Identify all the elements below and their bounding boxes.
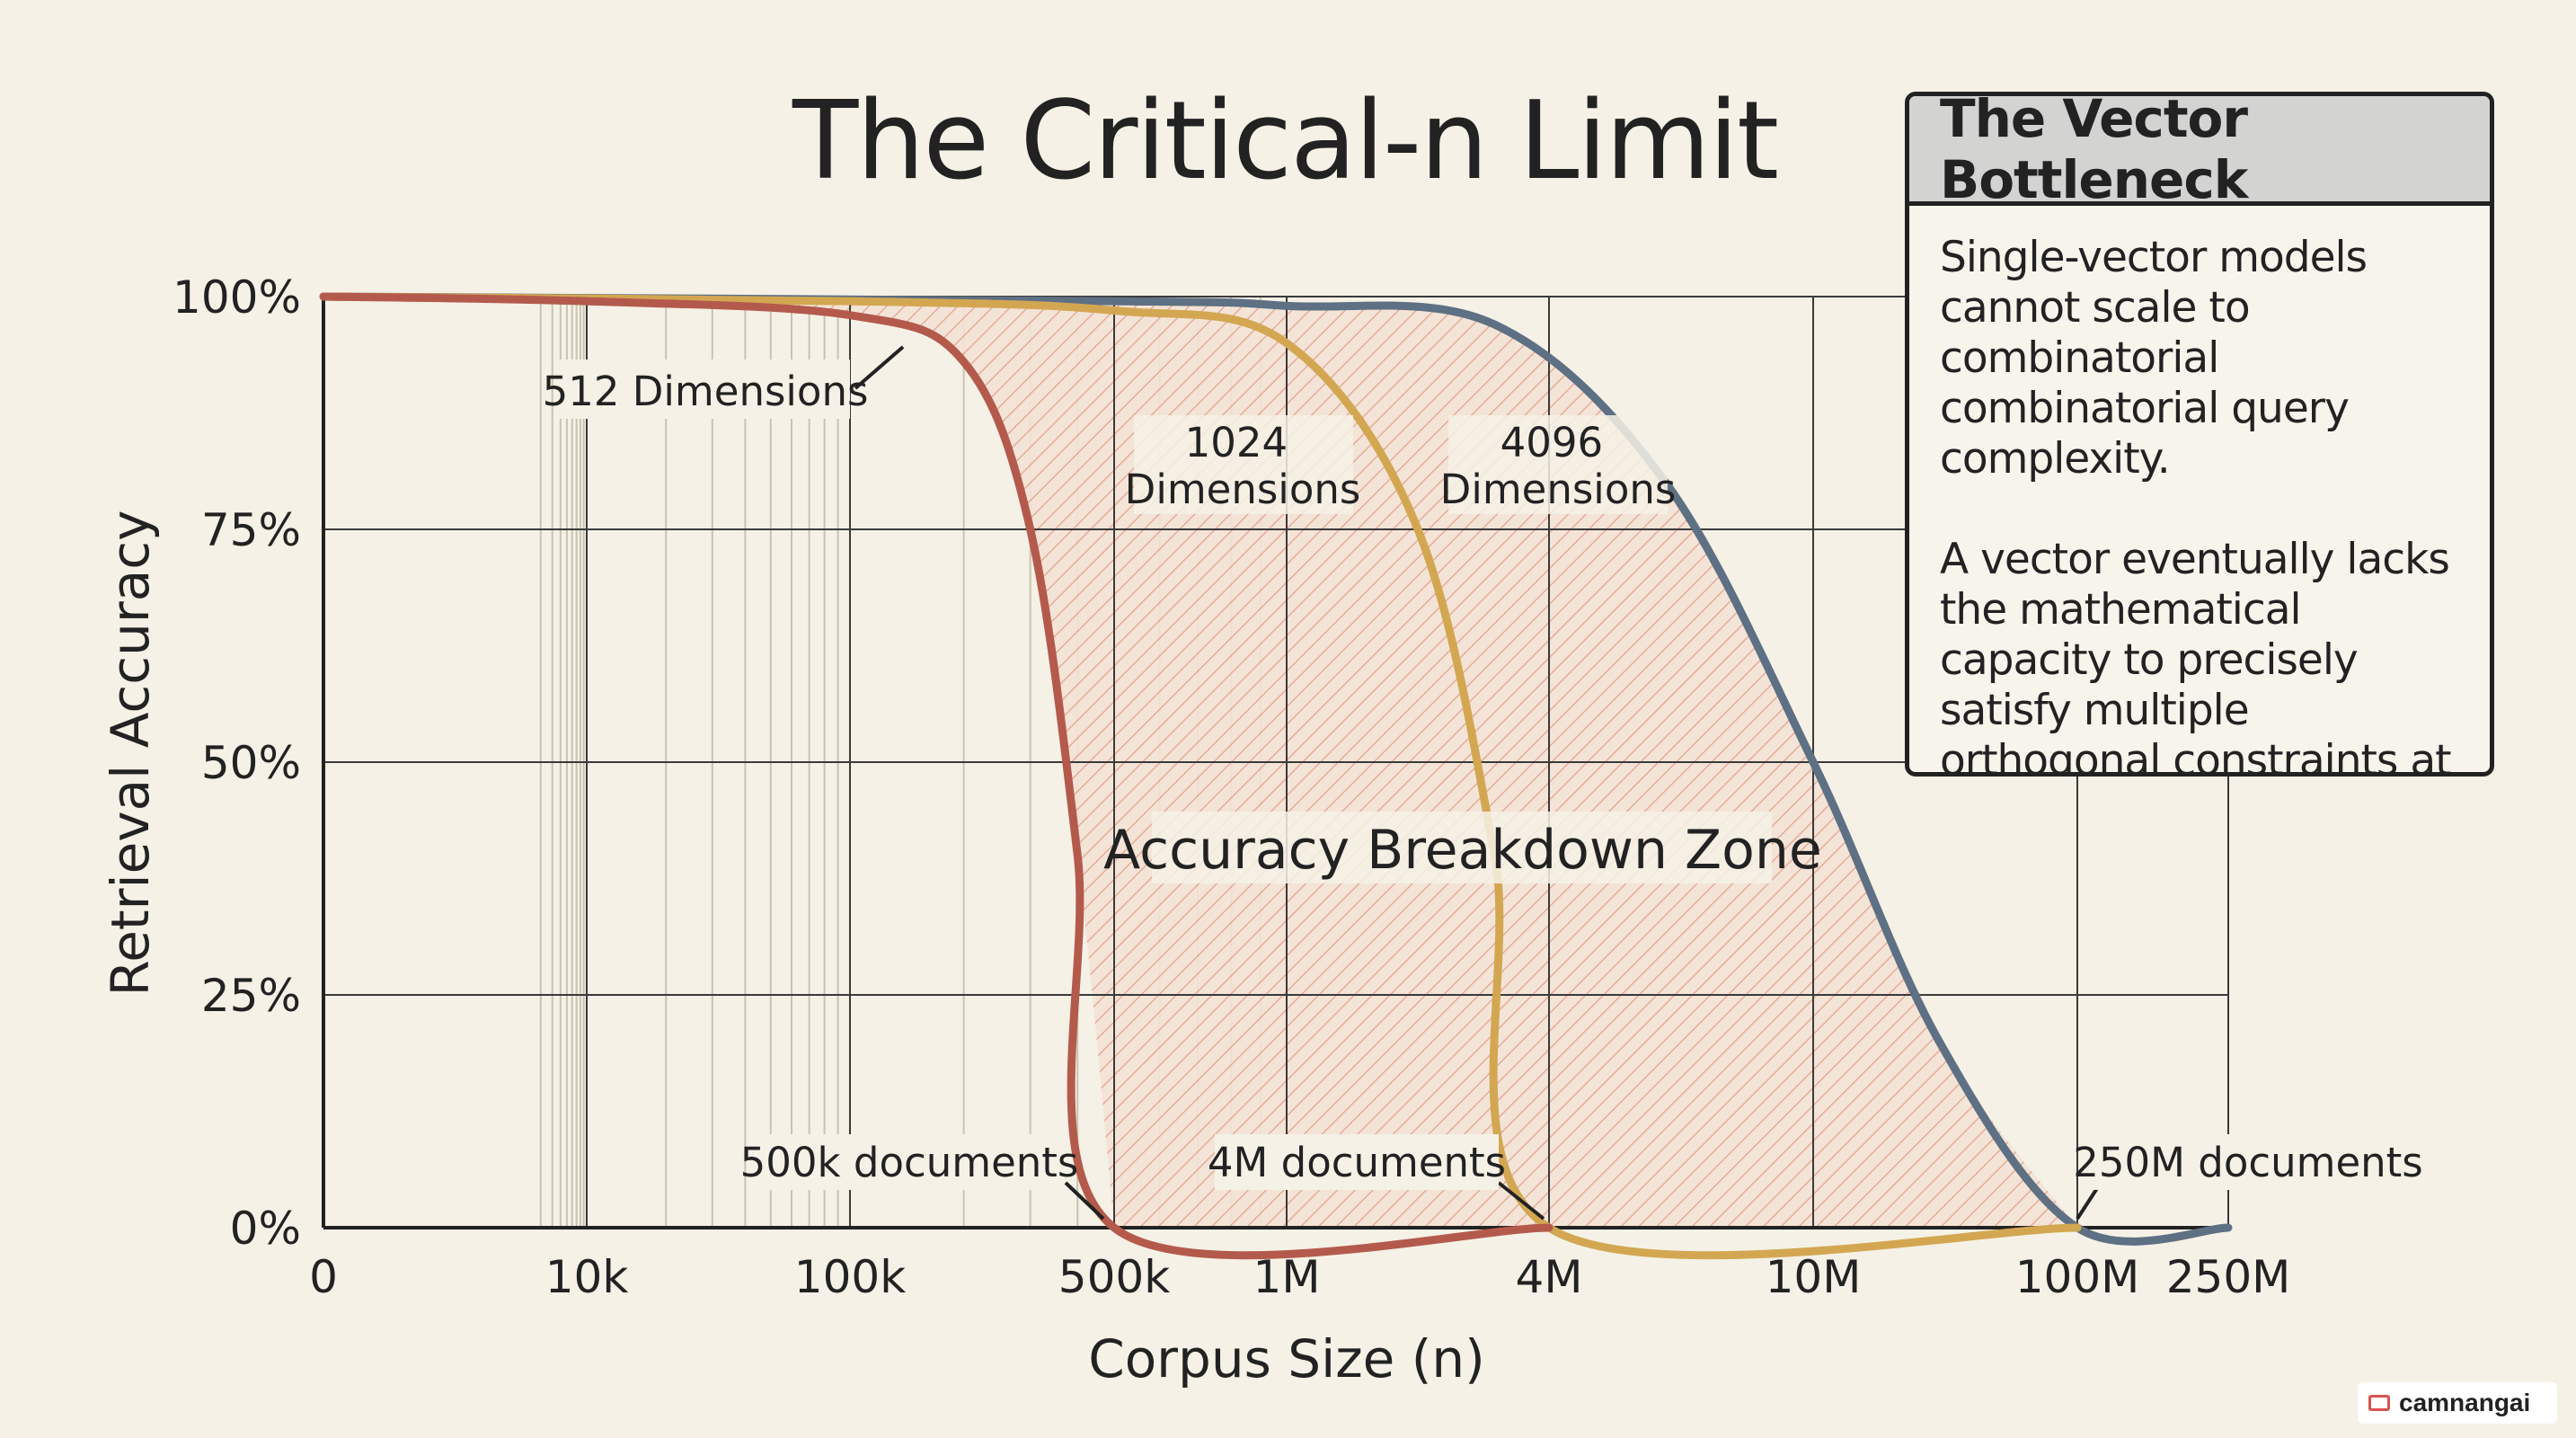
callout-body: Single-vector models cannot scale to com… <box>1909 206 2490 777</box>
x-tick-label: 10k <box>545 1251 629 1303</box>
x-tick-label: 4M <box>1516 1251 1583 1303</box>
label-bg-1024 <box>1134 415 1353 514</box>
x-tick-label: 1M <box>1253 1251 1321 1303</box>
leader-512 <box>854 345 905 390</box>
x-tick-label: 100M <box>2015 1251 2140 1303</box>
x-tick-labels: 0 10k 100k 500k 1M 4M 10M 100M 250M <box>309 1251 2290 1303</box>
label-4096-line2: Dimensions <box>1440 466 1677 513</box>
label-bg-4m <box>1215 1134 1499 1190</box>
watermark-text: camnangai <box>2399 1389 2531 1416</box>
label-1024-line2: Dimensions <box>1125 466 1361 513</box>
label-1024-dimensions: 1024 Dimensions <box>1125 419 1361 513</box>
y-tick-label: 75% <box>201 504 301 556</box>
callout-paragraph-2: A vector eventually lacks the mathematic… <box>1940 535 2452 777</box>
label-1024-line1: 1024 <box>1185 419 1288 466</box>
x-axis-label: Corpus Size (n) <box>1088 1328 1485 1389</box>
leader-4m <box>1497 1181 1545 1221</box>
label-512-dimensions: 512 Dimensions <box>543 368 869 415</box>
x-tick-label: 250M <box>2166 1251 2291 1303</box>
x-tick-label: 100k <box>794 1251 906 1303</box>
label-bg-250m <box>2083 1134 2412 1190</box>
label-bg-512 <box>555 360 850 419</box>
y-tick-label: 100% <box>173 271 301 324</box>
label-250m-documents: 250M documents <box>2073 1139 2423 1186</box>
x-tick-label: 0 <box>309 1251 338 1303</box>
callout-title: The Vector Bottleneck <box>1909 96 2490 210</box>
label-bg-500k <box>753 1134 1064 1190</box>
label-bg-4096 <box>1448 415 1668 514</box>
series-line-512 <box>319 292 1554 1260</box>
chart-title: The Critical-n Limit <box>792 79 1777 204</box>
y-tick-label: 50% <box>201 737 301 789</box>
label-4m-documents: 4M documents <box>1208 1139 1506 1186</box>
vector-bottleneck-callout: The Vector Bottleneck Single-vector mode… <box>1905 92 2494 777</box>
label-4096-dimensions: 4096 Dimensions <box>1440 419 1677 513</box>
y-tick-label: 0% <box>230 1203 301 1255</box>
callout-paragraph-1: Single-vector models cannot scale to com… <box>1940 233 2368 484</box>
y-axis-label: Retrieval Accuracy <box>100 510 161 997</box>
zone-label-bg <box>1152 812 1772 883</box>
label-500k-documents: 500k documents <box>740 1139 1079 1186</box>
breakdown-zone-label: Accuracy Breakdown Zone <box>1103 819 1822 882</box>
x-tick-label: 10M <box>1766 1251 1862 1303</box>
y-tick-labels: 0% 25% 50% 75% 100% <box>173 271 301 1255</box>
watermark-badge: camnangai <box>2358 1382 2557 1424</box>
x-tick-label: 500k <box>1058 1251 1170 1303</box>
y-tick-label: 25% <box>201 970 301 1022</box>
label-4096-line1: 4096 <box>1500 419 1604 466</box>
leader-500k <box>1064 1181 1105 1221</box>
book-icon <box>2368 1395 2390 1411</box>
